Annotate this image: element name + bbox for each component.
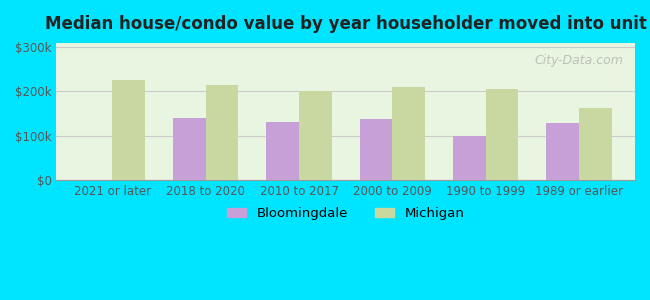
Bar (547, 123, 579, 180)
Title: Median house/condo value by year householder moved into unit: Median house/condo value by year househo… (45, 15, 647, 33)
Bar (579, 108, 612, 180)
Bar (486, 89, 518, 180)
Bar (299, 92, 332, 180)
Bar (393, 87, 425, 180)
Bar (173, 118, 206, 180)
Legend: Bloomingdale, Michigan: Bloomingdale, Michigan (221, 202, 470, 225)
Bar (453, 136, 486, 180)
Bar (112, 80, 145, 180)
Bar (206, 85, 239, 180)
Text: City-Data.com: City-Data.com (534, 54, 623, 67)
Bar (359, 119, 393, 180)
Bar (266, 122, 299, 180)
